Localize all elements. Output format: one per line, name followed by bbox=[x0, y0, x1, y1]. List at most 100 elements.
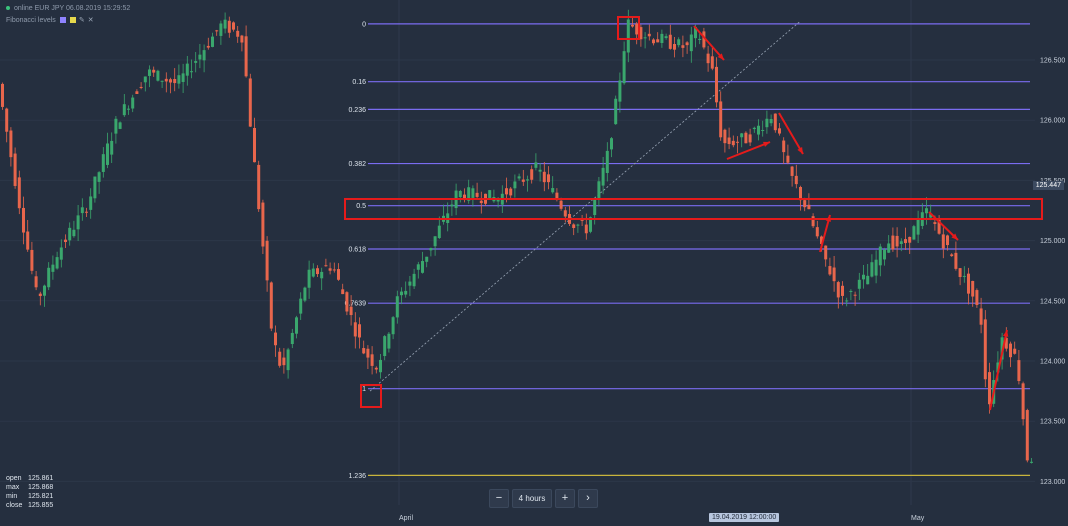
candle-body bbox=[866, 275, 870, 285]
candle-body bbox=[933, 222, 937, 224]
candle-body bbox=[110, 140, 114, 155]
annotations bbox=[344, 16, 1043, 411]
candle-body bbox=[786, 155, 790, 163]
candle-body bbox=[169, 79, 172, 83]
timeframe-button[interactable]: 4 hours bbox=[512, 489, 552, 508]
candle-body bbox=[836, 282, 840, 298]
color-swatch-yellow[interactable] bbox=[69, 17, 76, 24]
y-tick-label: 126.000 bbox=[1040, 118, 1065, 125]
fib-level-label: 0.5 bbox=[356, 203, 366, 210]
candle-body bbox=[853, 294, 857, 296]
candle-body bbox=[211, 36, 214, 47]
candle-body bbox=[803, 200, 807, 208]
candle-body bbox=[395, 296, 399, 318]
candle-body bbox=[286, 349, 290, 371]
candle-body bbox=[601, 167, 605, 186]
candle-body bbox=[538, 169, 542, 172]
candle-body bbox=[891, 235, 895, 250]
candle-body bbox=[223, 19, 227, 29]
candle-body bbox=[1, 83, 4, 107]
candle-body bbox=[505, 188, 508, 195]
candle-body bbox=[597, 181, 601, 199]
candle-body bbox=[799, 187, 802, 201]
candle-body bbox=[139, 86, 143, 88]
candle-body bbox=[509, 188, 513, 196]
candle-body bbox=[404, 290, 408, 295]
candle-body bbox=[1013, 348, 1017, 354]
ohlc-key: min bbox=[6, 493, 18, 500]
candle-body bbox=[265, 240, 269, 281]
arrow-head bbox=[951, 233, 958, 240]
trend-arrow bbox=[693, 25, 725, 61]
candle-body bbox=[967, 273, 970, 294]
candle-body bbox=[366, 348, 370, 358]
candle-body bbox=[937, 219, 941, 234]
candle-body bbox=[639, 27, 643, 40]
candle-body bbox=[765, 118, 769, 128]
close-icon[interactable]: ✕ bbox=[87, 17, 94, 24]
zoom-controls: − 4 hours + › bbox=[489, 489, 598, 508]
ohlc-key: max bbox=[6, 484, 20, 491]
candle-body bbox=[610, 138, 613, 150]
fibonacci-levels: 0 0.16 0.236 0.382 0.5 0.618 0.7639 1 1.236 bbox=[345, 21, 1030, 480]
candle-body bbox=[517, 176, 521, 179]
candle-body bbox=[148, 69, 151, 76]
candle-body bbox=[143, 76, 147, 83]
candle-body bbox=[261, 202, 265, 247]
candle-body bbox=[534, 162, 538, 168]
candle-body bbox=[870, 262, 874, 277]
candle-body bbox=[248, 78, 252, 127]
candle-body bbox=[643, 37, 647, 39]
candle-body bbox=[849, 290, 853, 292]
candle-body bbox=[555, 192, 559, 200]
trend-arrow bbox=[726, 141, 771, 160]
color-swatch-purple[interactable] bbox=[59, 17, 66, 24]
candle-body bbox=[752, 127, 756, 130]
zoom-out-button[interactable]: − bbox=[489, 489, 509, 508]
candle-body bbox=[832, 267, 836, 282]
zoom-in-button[interactable]: + bbox=[555, 489, 575, 508]
candle-body bbox=[181, 73, 185, 82]
candle-body bbox=[979, 308, 983, 325]
candle-body bbox=[631, 24, 634, 27]
candle-body bbox=[236, 30, 240, 37]
candle-body bbox=[353, 322, 357, 337]
candle-body bbox=[723, 129, 727, 144]
candle-body bbox=[408, 281, 412, 286]
y-tick-label: 124.500 bbox=[1040, 298, 1065, 305]
ohlc-value: 125.855 bbox=[28, 502, 54, 509]
candle-body bbox=[278, 351, 282, 366]
candle-body bbox=[572, 224, 576, 228]
y-tick-label: 124.000 bbox=[1040, 359, 1065, 366]
candle-body bbox=[1025, 410, 1029, 461]
candle-body bbox=[85, 211, 88, 213]
candle-body bbox=[164, 78, 168, 82]
candle-body bbox=[962, 275, 966, 277]
candle-body bbox=[874, 259, 878, 276]
candle-body bbox=[370, 354, 374, 366]
candle-body bbox=[521, 179, 525, 182]
candle-body bbox=[127, 108, 130, 110]
candle-body bbox=[72, 229, 76, 237]
candle-body bbox=[773, 113, 777, 131]
candle-body bbox=[660, 33, 664, 43]
next-button[interactable]: › bbox=[578, 489, 598, 508]
fib-level-label: 0.16 bbox=[352, 79, 366, 86]
candle-body bbox=[710, 56, 714, 69]
pencil-icon[interactable]: ✎ bbox=[78, 17, 85, 24]
candle-body bbox=[437, 225, 441, 239]
candle-body bbox=[1009, 343, 1012, 358]
highlight-box bbox=[344, 198, 1043, 220]
candle-body bbox=[471, 188, 475, 198]
candle-body bbox=[219, 23, 223, 36]
indicator-label[interactable]: Fibonacci levels bbox=[6, 17, 56, 24]
candle-body bbox=[895, 235, 899, 247]
candle-body bbox=[160, 80, 164, 82]
candle-body bbox=[26, 231, 30, 250]
candle-body bbox=[950, 254, 954, 257]
y-tick-label: 123.000 bbox=[1040, 479, 1065, 486]
candle-body bbox=[198, 54, 202, 60]
candle-body bbox=[626, 19, 630, 53]
ohlc-key: close bbox=[6, 502, 23, 509]
